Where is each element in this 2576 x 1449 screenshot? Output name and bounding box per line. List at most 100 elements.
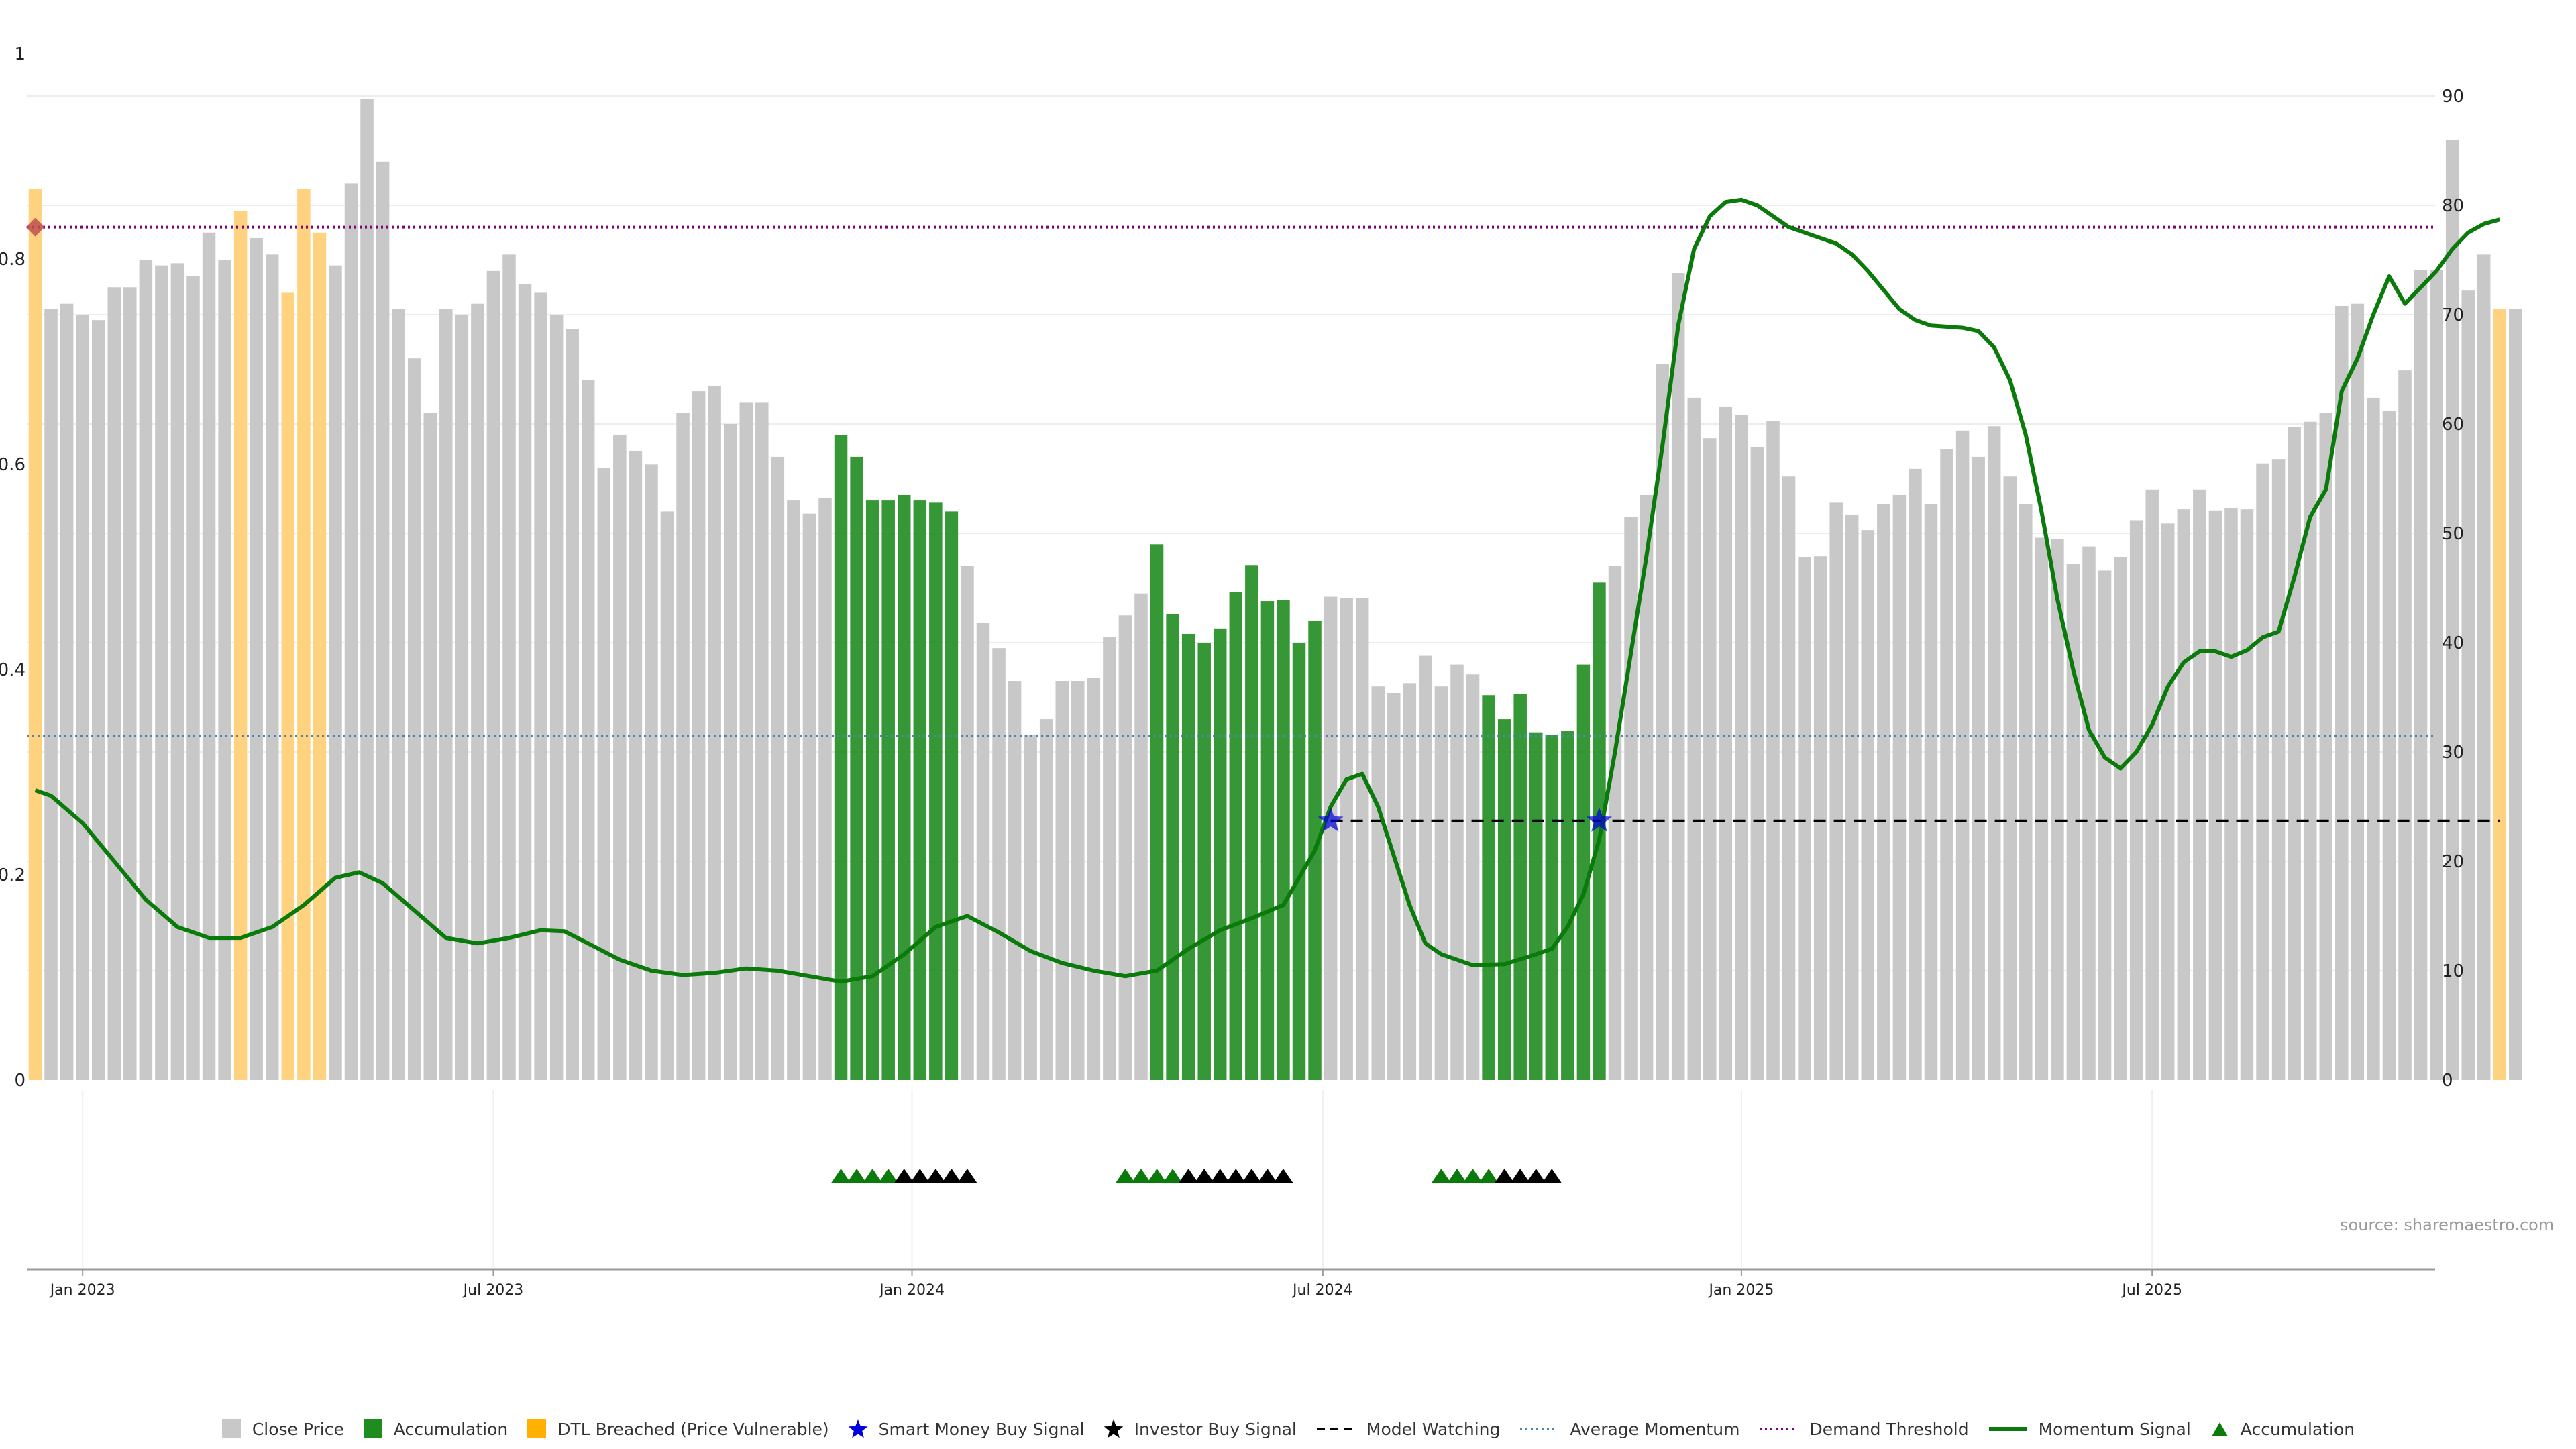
bar-close	[629, 451, 643, 1080]
bar-close	[2193, 489, 2206, 1080]
investor-triangle-icon	[1241, 1169, 1262, 1183]
legend-swatch	[527, 1419, 547, 1438]
right-axis-tick-label: 90	[2442, 87, 2464, 107]
bar-dtl	[281, 292, 295, 1080]
x-axis-tick-label: Jul 2025	[2121, 1282, 2182, 1299]
accumulation-triangle-icon	[1462, 1169, 1483, 1183]
star-icon	[1104, 1419, 1123, 1438]
bar-close	[2398, 370, 2412, 1080]
x-axis-tick-label: Jul 2023	[462, 1282, 524, 1299]
source-credit: source: sharemaestro.com	[2340, 1216, 2555, 1234]
bar-close	[582, 380, 595, 1080]
bar-acc	[898, 494, 911, 1080]
bar-close	[1987, 426, 2001, 1080]
right-axis-tick-label: 10	[2442, 961, 2464, 981]
bar-close	[1466, 674, 1480, 1080]
investor-triangle-icon	[910, 1169, 930, 1183]
bar-close	[202, 232, 216, 1080]
bar-close	[329, 265, 342, 1080]
bar-acc	[1561, 731, 1574, 1080]
bar-close	[771, 456, 785, 1080]
accumulation-triangle-icon	[847, 1169, 867, 1183]
bar-acc	[1166, 614, 1179, 1080]
bar-close	[2145, 489, 2159, 1080]
bar-close	[155, 265, 168, 1080]
bar-acc	[1545, 734, 1559, 1080]
bar-close	[1403, 683, 1417, 1080]
momentum-signal-line	[34, 197, 2501, 984]
signal-triangles-panel	[830, 1169, 1562, 1183]
investor-triangle-icon	[957, 1169, 977, 1183]
bar-close	[645, 464, 658, 1080]
reference-lines	[27, 225, 2500, 822]
bar-close	[471, 303, 484, 1081]
right-axis-tick-label: 50	[2442, 524, 2464, 544]
legend-label: Accumulation	[393, 1419, 508, 1439]
bar-close	[2208, 510, 2222, 1080]
bar-close	[1861, 530, 1875, 1080]
bar-close	[1703, 438, 1717, 1080]
bar-close	[2367, 397, 2380, 1080]
legend-item-demand: Demand Threshold	[1758, 1419, 1969, 1439]
bar-acc	[1229, 592, 1243, 1080]
bar-close	[2003, 476, 2017, 1080]
bar-close	[818, 498, 832, 1080]
bar-close	[1845, 515, 1859, 1080]
bar-acc	[945, 511, 959, 1080]
bar-close	[2351, 303, 2365, 1081]
bar-close	[2414, 270, 2428, 1080]
bar-close	[755, 402, 769, 1080]
bar-close	[739, 402, 753, 1080]
bar-close	[2240, 509, 2254, 1080]
accumulation-triangle-icon	[878, 1169, 899, 1183]
bar-close	[2129, 520, 2143, 1080]
bar-close	[1719, 406, 1733, 1080]
accumulation-triangle-icon	[1115, 1169, 1136, 1183]
bar-close	[2303, 421, 2317, 1080]
legend-label: Close Price	[252, 1419, 344, 1439]
smart-money-star-icon	[1586, 807, 1612, 832]
accumulation-triangle-icon	[862, 1169, 883, 1183]
bar-close	[344, 183, 358, 1080]
investor-triangle-icon	[925, 1169, 946, 1183]
bar-dtl	[2493, 309, 2507, 1081]
bar-close	[2335, 305, 2349, 1081]
bar-close	[1024, 734, 1037, 1080]
investor-triangle-icon	[1194, 1169, 1215, 1183]
legend-label: Smart Money Buy Signal	[878, 1419, 1085, 1439]
bar-acc	[1277, 600, 1290, 1080]
bar-close	[1008, 681, 1022, 1080]
bar-close	[2019, 503, 2033, 1080]
bar-close	[1434, 686, 1448, 1080]
bar-acc	[1150, 544, 1164, 1080]
bar-close	[2177, 509, 2191, 1080]
axes: 0 10 20 30 40 50 60 70 80 90 0 0.2 0.4 0.6 0.8 1 Jan 202…	[0, 44, 2464, 1299]
bar-close	[44, 309, 58, 1081]
legend-line-swatch	[1760, 1428, 1798, 1430]
bar-acc	[881, 500, 895, 1080]
bar-close	[2082, 546, 2096, 1080]
bar-acc	[1529, 732, 1543, 1080]
bar-close	[376, 161, 390, 1080]
bar-close	[534, 292, 547, 1080]
bar-close	[439, 309, 453, 1081]
bar-close	[60, 303, 74, 1081]
bar-close	[1371, 686, 1385, 1080]
bar-close	[2382, 411, 2396, 1080]
investor-triangle-icon	[941, 1169, 962, 1183]
bar-close	[107, 287, 121, 1080]
left-axis-tick-label: 0.2	[0, 865, 25, 885]
left-axis-tick-label: 0	[14, 1071, 25, 1091]
bar-close	[1829, 502, 1843, 1080]
smart-money-star-icon	[1318, 807, 1344, 832]
right-axis-tick-label: 40	[2442, 633, 2464, 653]
bar-close	[139, 260, 153, 1080]
legend-item-close: Close Price	[221, 1419, 344, 1439]
legend-item-mom: Momentum Signal	[1988, 1419, 2191, 1439]
bar-close	[1656, 364, 1669, 1080]
bar-close	[1687, 397, 1701, 1080]
close-price-bars	[28, 99, 2522, 1081]
bar-close	[2477, 254, 2491, 1081]
bar-close	[723, 424, 737, 1080]
